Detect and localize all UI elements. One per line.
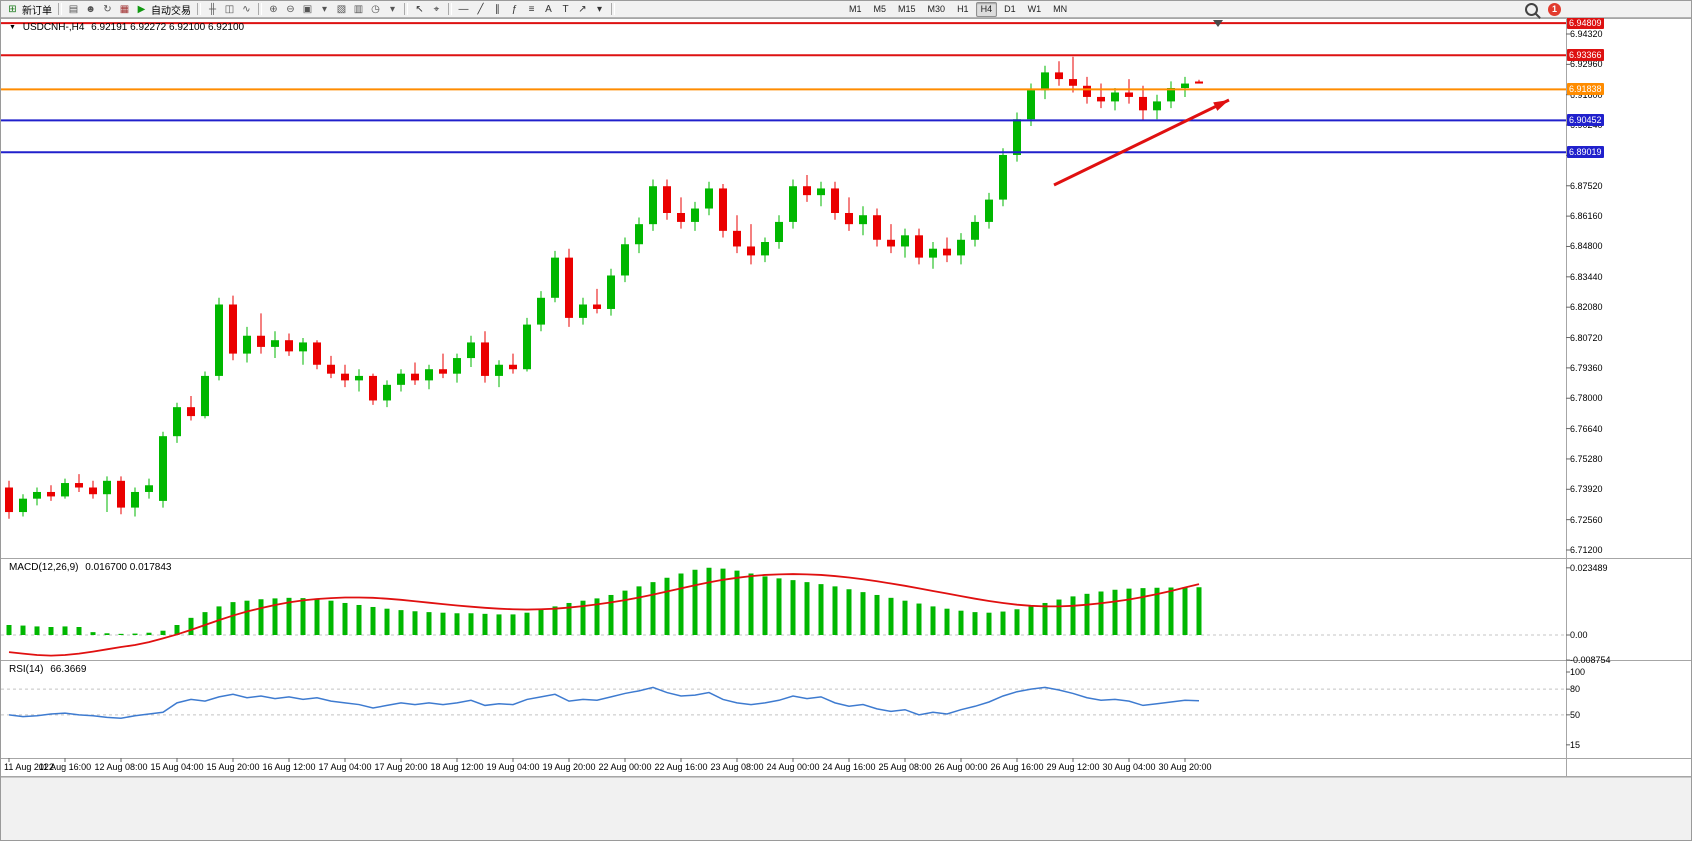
cursor-icon[interactable]: ↖: [415, 3, 424, 15]
cycle-lines-icon[interactable]: ≡: [528, 3, 535, 15]
timeframe-h1[interactable]: H1: [957, 3, 969, 14]
new-order-label[interactable]: 新订单: [22, 5, 52, 17]
auto-trading-play-icon[interactable]: ▶: [137, 3, 146, 15]
main-toolbar: ⊞ 新订单 ▤ ☻ ↻ ▦ ▶ 自动交易 ╫ ◫ ∿ ⊕ ⊖ ▣ ▾ ▧ ▥ ◷ ▾ ↖ ⌖ ― ╱ ∥ ƒ ≡ A T ↗ ▾ M1 M5 M…: [1, 1, 1691, 18]
text-icon[interactable]: A: [545, 3, 552, 15]
horizontal-line-objects: [1, 22, 1566, 154]
toolbar-separator: [404, 3, 408, 15]
candlestick-series: [5, 56, 1203, 519]
chart-shift-marker[interactable]: [1213, 20, 1223, 27]
clock-icon[interactable]: ◷: [371, 3, 380, 15]
text-label-icon[interactable]: T: [562, 3, 569, 15]
crosshair-icon[interactable]: ⌖: [433, 3, 440, 15]
equidistant-channel-icon[interactable]: ∥: [495, 3, 500, 15]
chart-frame: [1, 18, 1691, 777]
new-chart-icon[interactable]: ▧: [336, 3, 347, 15]
objects-dropdown-icon[interactable]: ▾: [596, 3, 603, 15]
chart-profiles-icon[interactable]: ▥: [353, 3, 364, 15]
rsi-pane-title: RSI(14) 66.3669: [9, 664, 90, 675]
timeframe-m5[interactable]: M5: [873, 3, 887, 14]
rsi-label: RSI(14): [9, 664, 44, 675]
macd-pane-title: MACD(12,26,9) 0.016700 0.017843: [9, 562, 175, 573]
trendline-icon[interactable]: ╱: [477, 3, 484, 15]
zoom-out-icon[interactable]: ⊖: [286, 3, 295, 15]
chart-ohlc-values: 6.92191 6.92272 6.92100 6.92100: [91, 22, 245, 33]
window-bottom-area: [1, 777, 1691, 840]
windows-dropdown-icon[interactable]: ▾: [321, 3, 328, 15]
macd-values: 0.016700 0.017843: [85, 562, 172, 573]
fibonacci-icon[interactable]: ƒ: [511, 3, 518, 15]
refresh-icon[interactable]: ↻: [103, 3, 112, 15]
charts-window-icon[interactable]: ▤: [68, 3, 79, 15]
timeframe-m15[interactable]: M15: [898, 3, 916, 14]
profile-icon[interactable]: ☻: [85, 3, 96, 15]
toolbar-separator: [448, 3, 452, 15]
timeframe-mn[interactable]: MN: [1053, 3, 1068, 14]
bar-chart-icon[interactable]: ╫: [208, 3, 217, 15]
new-order-icon[interactable]: ⊞: [8, 3, 17, 15]
timeframe-m30[interactable]: M30: [927, 3, 946, 14]
axis-ticks: [8, 33, 1570, 762]
macd-histogram: [6, 567, 1202, 635]
rsi-value: 66.3669: [50, 664, 87, 675]
one-click-trading-icon[interactable]: ▼: [9, 24, 16, 31]
tile-windows-icon[interactable]: ▣: [302, 3, 313, 15]
price-pane-title: ▼ USDCNH-,H4 6.92191 6.92272 6.92100 6.9…: [9, 22, 248, 33]
timeframe-toolbar: M1 M5 M15 M30 H1 H4 D1 W1 MN: [843, 1, 1073, 17]
horizontal-line-icon[interactable]: ―: [458, 3, 469, 15]
arrows-icon[interactable]: ↗: [578, 3, 587, 15]
toolbar-separator: [611, 3, 615, 15]
auto-trading-label[interactable]: 自动交易: [151, 5, 191, 17]
timeframe-h4[interactable]: H4: [975, 1, 998, 17]
candlestick-chart-icon[interactable]: ◫: [224, 3, 235, 15]
market-watch-icon[interactable]: ▦: [119, 3, 130, 15]
toolbar-separator: [258, 3, 262, 15]
indicator-levels: [1, 634, 1566, 716]
timeframe-w1[interactable]: W1: [1027, 3, 1042, 14]
zoom-in-icon[interactable]: ⊕: [269, 3, 278, 15]
trend-arrow: [1053, 98, 1230, 187]
toolbar-separator: [58, 3, 62, 15]
notification-badge[interactable]: 1: [1548, 3, 1561, 16]
search-icon[interactable]: [1525, 3, 1538, 16]
line-chart-icon[interactable]: ∿: [242, 3, 251, 15]
toolbar-right: 1: [1525, 3, 1561, 16]
period-dropdown-icon[interactable]: ▾: [389, 3, 396, 15]
macd-label: MACD(12,26,9): [9, 562, 79, 573]
chart-symbol-period: USDCNH-,H4: [22, 22, 85, 33]
timeframe-m1[interactable]: M1: [849, 3, 862, 14]
timeframe-d1[interactable]: D1: [1004, 3, 1016, 14]
toolbar-separator: [197, 3, 201, 15]
macd-signal-line: [8, 573, 1200, 657]
rsi-line: [8, 686, 1200, 720]
